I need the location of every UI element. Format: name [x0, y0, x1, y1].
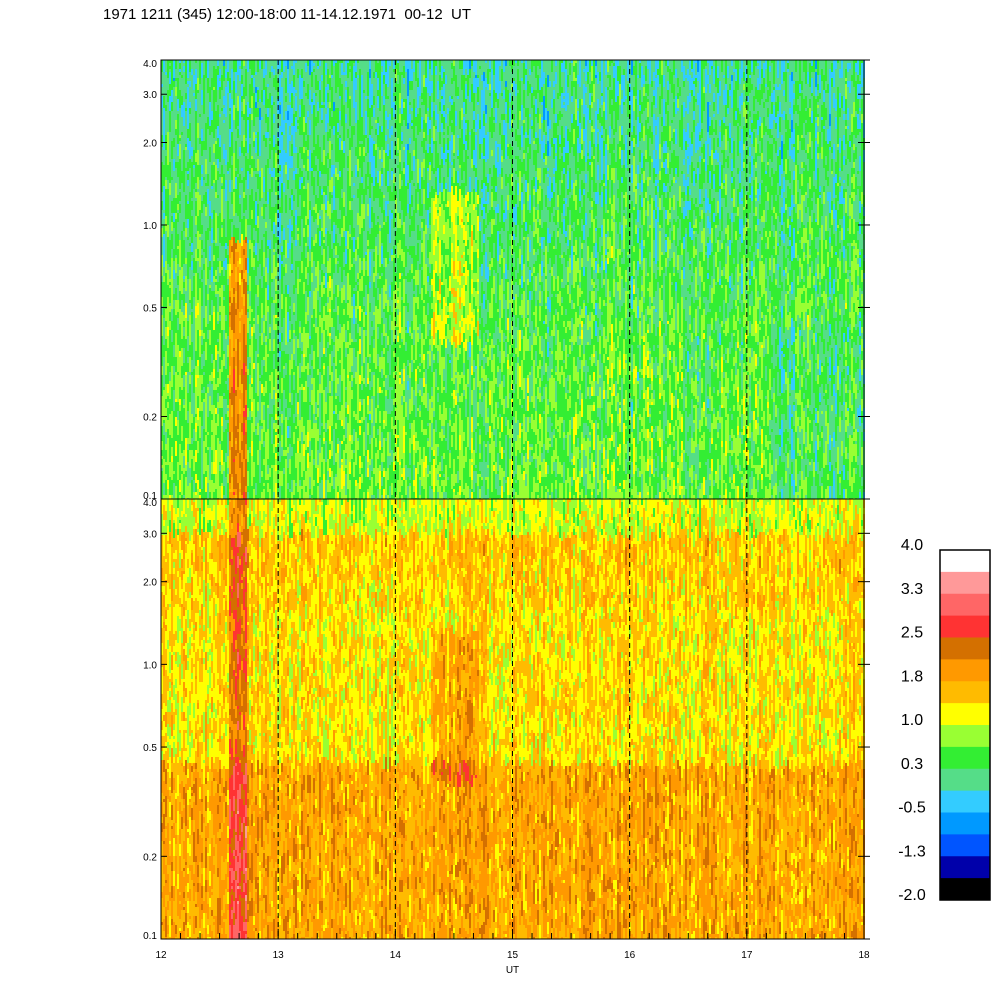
colorbar-swatch	[940, 769, 990, 791]
y-tick-label: 2.0	[143, 138, 157, 149]
x-tick-label: 12	[155, 950, 167, 961]
x-tick-label: 18	[858, 950, 870, 961]
x-tick-label: 15	[507, 950, 519, 961]
x-tick-label: 14	[390, 950, 402, 961]
x-tick-label: 17	[741, 950, 753, 961]
colorbar-swatch	[940, 791, 990, 813]
x-axis-label: UT	[506, 965, 519, 976]
y-tick-label: 3.0	[143, 90, 157, 101]
x-tick-label: 13	[273, 950, 285, 961]
colorbar-swatch	[940, 659, 990, 681]
y-tick-label: 1.0	[143, 221, 157, 232]
colorbar-label: -0.5	[898, 800, 926, 817]
y-tick-label: 0.5	[143, 743, 157, 754]
colorbar-label: -2.0	[898, 887, 926, 904]
colorbar-swatch	[940, 856, 990, 878]
colorbar-swatch	[940, 594, 990, 616]
colorbar-swatch	[940, 725, 990, 747]
colorbar-swatch	[940, 616, 990, 638]
colorbar-swatch	[940, 747, 990, 769]
colorbar-swatch	[940, 681, 990, 703]
y-tick-label: 0.5	[143, 303, 157, 314]
colorbar-label: 3.3	[901, 581, 923, 598]
y-tick-label: 2.0	[143, 578, 157, 589]
colorbar-swatch	[940, 703, 990, 725]
colorbar-swatch	[940, 878, 990, 900]
colorbar-swatch	[940, 834, 990, 856]
colorbar-label: 1.8	[901, 668, 923, 685]
colorbar-label: 0.3	[901, 756, 923, 773]
y-tick-label: 0.2	[143, 852, 157, 863]
y-tick-label: 4.0	[143, 498, 157, 509]
colorbar: 4.0 3.3 2.5 1.8 1.0 0.3 -0.5 -1.3 -2.0	[898, 537, 990, 904]
x-tick-label: 16	[624, 950, 636, 961]
colorbar-label: -1.3	[898, 843, 926, 860]
colorbar-swatch	[940, 638, 990, 660]
colorbar-label: 2.5	[901, 625, 923, 642]
colorbar-label: 4.0	[901, 537, 923, 554]
colorbar-swatch	[940, 813, 990, 835]
y-tick-label: 0.2	[143, 413, 157, 424]
colorbar-swatch	[940, 550, 990, 572]
y-tick-label: 4.0	[143, 59, 157, 70]
colorbar-swatch	[940, 572, 990, 594]
y-tick-label: 3.0	[143, 529, 157, 540]
colorbar-label: 1.0	[901, 712, 923, 729]
y-tick-label: 1.0	[143, 660, 157, 671]
y-tick-label: 0.1	[143, 931, 157, 942]
